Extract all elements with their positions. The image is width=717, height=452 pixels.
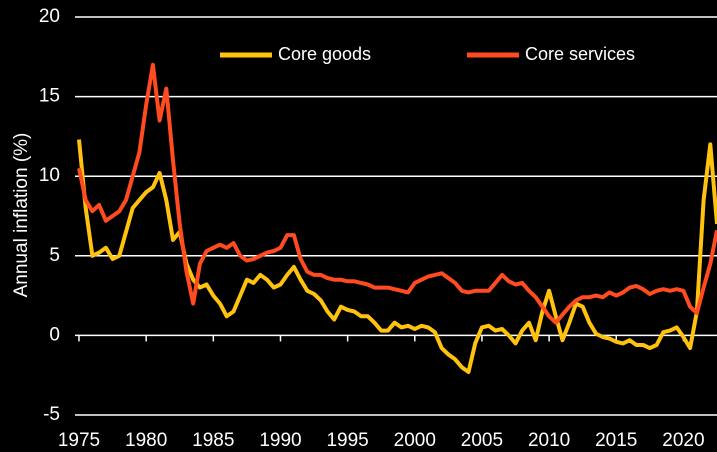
y-tick-label: 0 (49, 324, 60, 345)
legend-label: Core services (525, 44, 635, 64)
x-tick-label: 2015 (595, 430, 637, 451)
x-tick-label: 2020 (662, 430, 704, 451)
x-tick-label: 2005 (461, 430, 503, 451)
legend-label: Core goods (278, 44, 371, 64)
y-tick-label: 10 (39, 165, 60, 186)
y-tick-label: 15 (39, 86, 60, 107)
x-tick-label: 1980 (125, 430, 167, 451)
x-tick-label: 2010 (528, 430, 570, 451)
x-tick-label: 1985 (192, 430, 234, 451)
x-tick-label: 1995 (326, 430, 368, 451)
series-line (77, 62, 717, 325)
y-axis-label: Annual inflation (%) (11, 133, 32, 298)
x-tick-label: 1990 (259, 430, 301, 451)
x-tick-label: 2000 (394, 430, 436, 451)
y-tick-label: -5 (43, 404, 60, 425)
x-tick-label: 1975 (58, 430, 100, 451)
y-tick-label: 5 (49, 245, 60, 266)
y-tick-label: 20 (39, 6, 60, 27)
